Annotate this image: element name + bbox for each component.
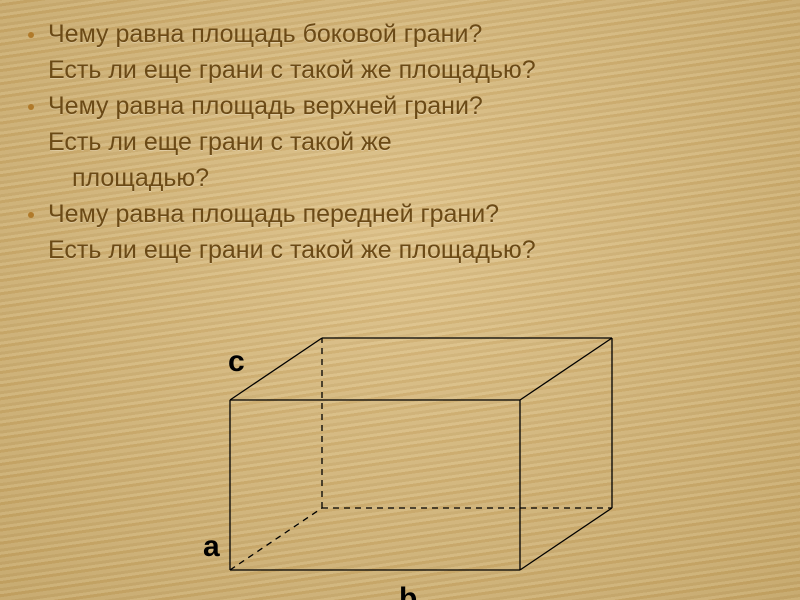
- line-text: Есть ли еще грани с такой же площадью?: [48, 234, 536, 266]
- cuboid-figure: [200, 320, 620, 590]
- line-text: Чему равна площадь передней грани?: [48, 198, 499, 230]
- label-c: c: [228, 345, 245, 379]
- bulleted-line: Чему равна площадь боковой грани?: [28, 18, 772, 50]
- bulleted-line: Чему равна площадь верхней грани?: [28, 90, 772, 122]
- line-text: Чему равна площадь боковой грани?: [48, 18, 482, 50]
- bullet-marker: [28, 212, 34, 218]
- cuboid-svg: [200, 320, 620, 590]
- continuation-line: Есть ли еще грани с такой же: [28, 126, 772, 158]
- bullet-marker: [28, 104, 34, 110]
- continuation-line: Есть ли еще грани с такой же площадью?: [28, 54, 772, 86]
- bulleted-line: Чему равна площадь передней грани?: [28, 198, 772, 230]
- question-list: Чему равна площадь боковой грани? Есть ли…: [28, 18, 772, 266]
- line-text: Чему равна площадь верхней грани?: [48, 90, 483, 122]
- line-text: Есть ли еще грани с такой же площадью?: [48, 54, 536, 86]
- line-text: площадью?: [48, 162, 209, 194]
- continuation-line: Есть ли еще грани с такой же площадью?: [28, 234, 772, 266]
- continuation-line: площадью?: [28, 162, 772, 194]
- label-a: a: [203, 530, 220, 564]
- line-text: Есть ли еще грани с такой же: [48, 126, 392, 158]
- label-b: b: [399, 582, 417, 600]
- bullet-marker: [28, 32, 34, 38]
